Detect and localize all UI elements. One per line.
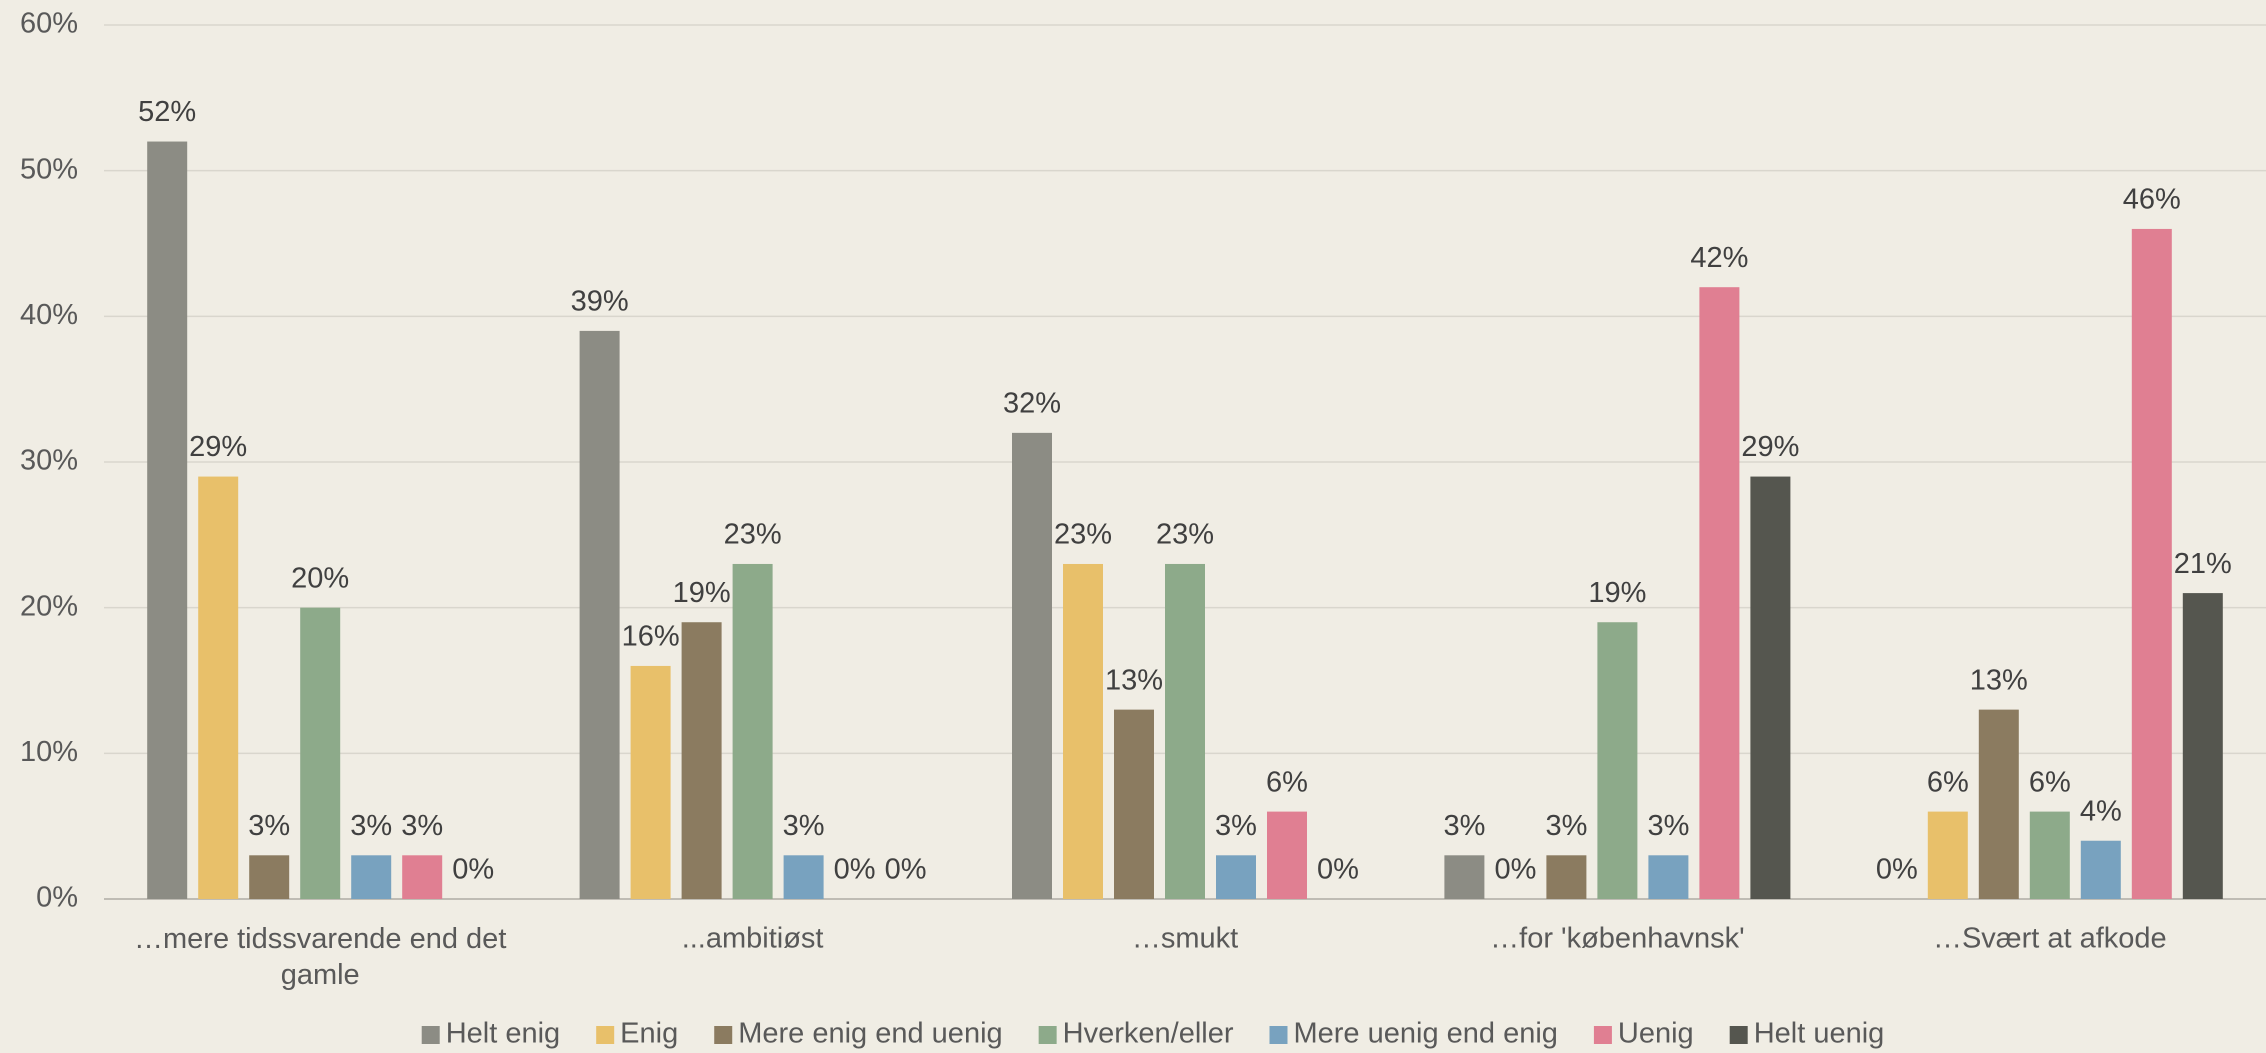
bar — [1546, 855, 1587, 899]
bar — [1750, 476, 1791, 899]
bar — [249, 855, 290, 899]
bar — [2131, 228, 2172, 899]
data-label: 13% — [1970, 664, 2028, 696]
data-label: 3% — [1545, 810, 1587, 842]
data-label: 29% — [1741, 431, 1799, 463]
data-label: 0% — [452, 854, 494, 886]
bar — [1699, 287, 1740, 899]
bar — [2182, 593, 2223, 899]
bar — [402, 855, 443, 899]
bar — [1267, 811, 1307, 899]
data-label: 0% — [1876, 854, 1918, 886]
data-label: 4% — [2080, 795, 2122, 827]
data-label: 0% — [834, 854, 876, 886]
data-label: 3% — [248, 810, 290, 842]
legend-item: Mere enig end uenig — [714, 1018, 1003, 1050]
bar — [1597, 622, 1638, 899]
legend-label: Mere enig end uenig — [738, 1018, 1002, 1050]
data-label: 3% — [783, 810, 825, 842]
data-label: 13% — [1105, 664, 1163, 696]
bar — [2029, 811, 2070, 899]
data-label: 19% — [673, 577, 731, 609]
data-label: 3% — [1647, 810, 1689, 842]
data-label: 3% — [401, 810, 443, 842]
y-tick-label: 60% — [20, 8, 78, 40]
legend-swatch — [714, 1026, 733, 1044]
bar — [681, 622, 722, 899]
legend-swatch — [1038, 1026, 1057, 1044]
data-label: 42% — [1690, 242, 1748, 274]
data-label: 21% — [2174, 548, 2232, 580]
data-label: 6% — [1266, 766, 1308, 798]
bar — [1648, 855, 1689, 899]
legend-item: Uenig — [1593, 1018, 1694, 1050]
data-label: 3% — [350, 810, 392, 842]
data-label: 0% — [1494, 854, 1536, 886]
bar — [1927, 811, 1968, 899]
data-label: 3% — [1215, 810, 1257, 842]
data-label: 46% — [2123, 184, 2181, 216]
data-label: 19% — [1588, 577, 1646, 609]
bar — [2080, 840, 2121, 899]
x-tick-label: …for 'københavnsk' — [1490, 923, 1744, 955]
legend-swatch — [1729, 1026, 1748, 1044]
legend-swatch — [1593, 1026, 1612, 1044]
bar — [1012, 432, 1052, 899]
legend-swatch — [1269, 1026, 1288, 1044]
bar — [300, 607, 341, 899]
bar — [1165, 563, 1205, 899]
data-label: 16% — [622, 621, 680, 653]
bar — [1063, 563, 1103, 899]
y-tick-label: 50% — [20, 153, 78, 185]
x-tick-label: …smukt — [1132, 923, 1238, 955]
y-tick-label: 20% — [20, 590, 78, 622]
legend-swatch — [596, 1026, 615, 1044]
legend-label: Uenig — [1618, 1018, 1694, 1050]
data-label: 52% — [138, 96, 196, 128]
y-tick-label: 0% — [36, 882, 78, 914]
data-label: 20% — [291, 562, 349, 594]
bar — [579, 330, 620, 899]
bar — [351, 855, 392, 899]
data-label: 23% — [724, 519, 782, 551]
y-tick-label: 40% — [20, 299, 78, 331]
legend-label: Helt enig — [446, 1018, 560, 1050]
legend-swatch — [421, 1026, 440, 1044]
legend-item: Helt enig — [421, 1018, 560, 1050]
data-label: 0% — [1317, 854, 1359, 886]
data-label: 23% — [1156, 519, 1214, 551]
bar — [147, 141, 188, 900]
legend-item: Enig — [596, 1018, 678, 1050]
bar — [732, 563, 773, 899]
bar — [1444, 855, 1485, 899]
legend-item: Helt uenig — [1729, 1018, 1885, 1050]
legend-label: Mere uenig end enig — [1293, 1018, 1557, 1050]
legend-label: Enig — [620, 1018, 678, 1050]
bar — [1114, 709, 1154, 899]
data-label: 32% — [1003, 388, 1061, 420]
legend-item: Hverken/eller — [1038, 1018, 1234, 1050]
data-label: 39% — [571, 286, 629, 318]
data-label: 6% — [2029, 766, 2071, 798]
bar — [1978, 709, 2019, 899]
bar — [630, 665, 671, 899]
legend-label: Helt uenig — [1754, 1018, 1885, 1050]
data-label: 0% — [885, 854, 927, 886]
legend-item: Mere uenig end enig — [1269, 1018, 1558, 1050]
data-label: 6% — [1927, 766, 1969, 798]
x-tick-label: …mere tidssvarende end det gamle — [134, 923, 506, 991]
data-label: 23% — [1054, 519, 1112, 551]
y-tick-label: 10% — [20, 736, 78, 768]
bar — [198, 476, 239, 899]
data-label: 29% — [189, 431, 247, 463]
data-label: 3% — [1443, 810, 1485, 842]
x-tick-label: …Svært at afkode — [1933, 923, 2167, 955]
y-tick-label: 30% — [20, 445, 78, 477]
bar — [783, 855, 824, 899]
x-tick-label: ...ambitiøst — [682, 923, 824, 955]
bar — [1216, 855, 1256, 899]
legend-label: Hverken/eller — [1063, 1018, 1234, 1050]
